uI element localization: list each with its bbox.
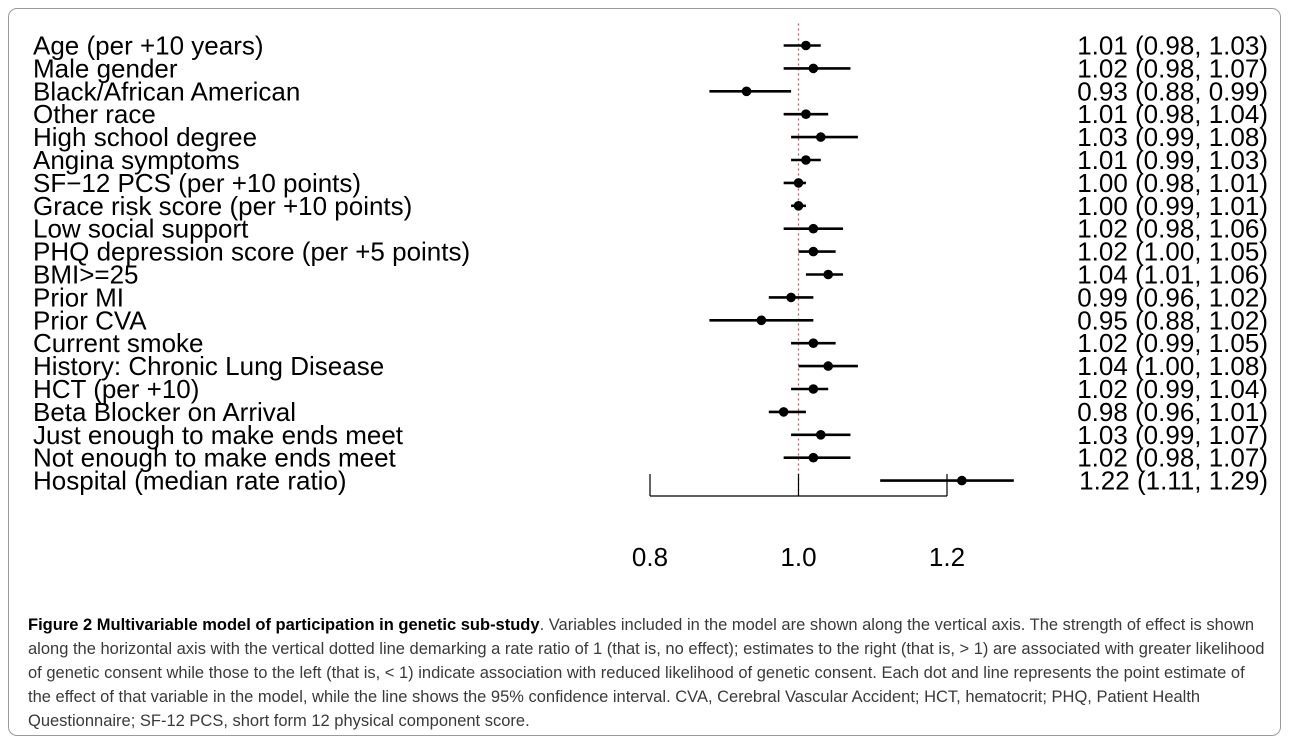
point-estimate xyxy=(801,155,811,165)
variable-label: Not enough to make ends meet xyxy=(33,443,397,473)
point-estimate xyxy=(741,86,752,97)
x-tick-label: 0.8 xyxy=(632,542,668,572)
caption-text: . Variables included in the model are sh… xyxy=(28,616,1265,730)
estimate-label: 1.02 (0.98, 1.06) xyxy=(1077,214,1268,244)
variable-label: Age (per +10 years) xyxy=(33,31,264,61)
estimate-label: 1.02 (0.99, 1.05) xyxy=(1077,328,1268,358)
variable-label: HCT (per +10) xyxy=(33,374,199,404)
point-estimate xyxy=(793,201,804,211)
point-estimate xyxy=(786,292,796,303)
point-estimate xyxy=(778,407,789,417)
estimate-label: 0.95 (0.88, 1.02) xyxy=(1077,305,1268,335)
estimate-label: 1.00 (0.99, 1.01) xyxy=(1077,191,1268,221)
point-estimate xyxy=(756,315,767,326)
variable-label: Low social support xyxy=(33,214,249,244)
variable-label: History: Chronic Lung Disease xyxy=(33,351,384,381)
estimate-label: 1.01 (0.98, 1.03) xyxy=(1077,31,1268,61)
point-estimate xyxy=(823,361,833,371)
estimate-label: 1.02 (1.00, 1.05) xyxy=(1077,237,1268,267)
figure-caption: Figure 2 Multivariable model of particip… xyxy=(28,613,1268,733)
estimate-label: 1.04 (1.01, 1.06) xyxy=(1077,260,1268,290)
variable-label: Prior MI xyxy=(33,282,124,312)
estimate-label: 0.99 (0.96, 1.02) xyxy=(1077,282,1268,312)
variable-label: Hospital (median rate ratio) xyxy=(33,466,347,496)
point-estimate xyxy=(801,40,811,51)
point-estimate xyxy=(815,430,826,440)
variable-label: Just enough to make ends meet xyxy=(33,420,404,450)
variable-label: Current smoke xyxy=(33,328,204,358)
estimate-label: 1.02 (0.99, 1.04) xyxy=(1077,374,1268,404)
variable-label: Angina symptoms xyxy=(33,145,240,175)
point-estimate xyxy=(793,178,804,188)
point-estimate xyxy=(815,132,826,142)
figure-frame xyxy=(8,8,1281,736)
estimate-label: 1.22 (1.11, 1.29) xyxy=(1079,466,1268,496)
variable-label: Grace risk score (per +10 points) xyxy=(33,191,412,221)
estimate-label: 1.02 (0.98, 1.07) xyxy=(1077,53,1268,83)
variable-label: BMI>=25 xyxy=(33,260,139,290)
estimate-label: 1.02 (0.98, 1.07) xyxy=(1077,443,1268,473)
caption-title: Figure 2 Multivariable model of particip… xyxy=(28,616,540,634)
estimate-label: 0.98 (0.96, 1.01) xyxy=(1077,397,1268,427)
estimate-label: 1.03 (0.99, 1.08) xyxy=(1077,122,1268,152)
estimate-label: 1.04 (1.00, 1.08) xyxy=(1077,351,1268,381)
variable-label: Other race xyxy=(33,99,156,129)
estimate-label: 1.01 (0.98, 1.04) xyxy=(1077,99,1268,129)
variable-label: SF−12 PCS (per +10 points) xyxy=(33,168,361,198)
estimate-label: 1.01 (0.99, 1.03) xyxy=(1077,145,1268,175)
variable-label: PHQ depression score (per +5 points) xyxy=(33,237,470,267)
point-estimate xyxy=(808,452,819,463)
estimate-label: 1.00 (0.98, 1.01) xyxy=(1077,168,1268,198)
estimate-label: 1.03 (0.99, 1.07) xyxy=(1077,420,1268,450)
point-estimate xyxy=(957,475,967,486)
variable-label: Prior CVA xyxy=(33,305,147,335)
point-estimate xyxy=(808,384,819,394)
point-estimate xyxy=(801,109,811,119)
point-estimate xyxy=(808,246,819,257)
variable-label: High school degree xyxy=(33,122,257,152)
variable-label: Male gender xyxy=(33,53,178,83)
point-estimate xyxy=(808,338,819,349)
variable-label: Black/African American xyxy=(33,76,300,106)
x-tick-label: 1.0 xyxy=(780,542,816,572)
forest-plot: Age (per +10 years)Male genderBlack/Afri… xyxy=(33,23,1268,572)
point-estimate xyxy=(808,63,819,74)
variable-label: Beta Blocker on Arrival xyxy=(33,397,296,427)
estimate-label: 0.93 (0.88, 0.99) xyxy=(1077,76,1268,106)
x-tick-label: 1.2 xyxy=(929,542,965,572)
point-estimate xyxy=(808,223,819,234)
point-estimate xyxy=(823,269,833,280)
